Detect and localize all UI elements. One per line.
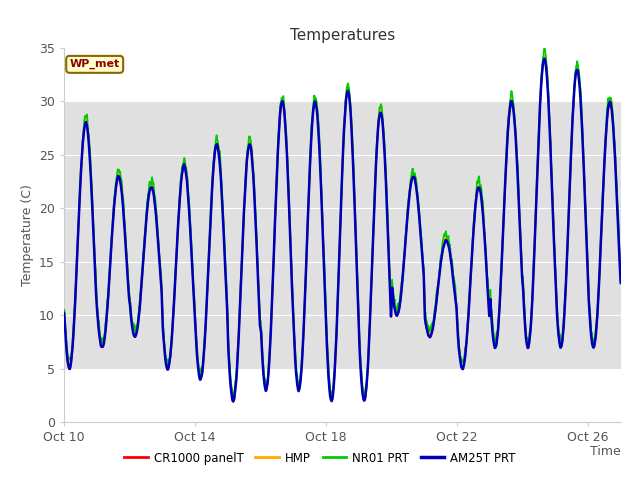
- NR01 PRT: [360, 396, 368, 401]
- NR01 PRT: [367, 305, 374, 311]
- AM25T PRT: [541, 56, 548, 61]
- HMP: [499, 231, 507, 237]
- CR1000 panelT: [227, 388, 235, 394]
- HMP: [104, 299, 111, 304]
- NR01 PRT: [180, 155, 188, 161]
- Legend: CR1000 panelT, HMP, NR01 PRT, AM25T PRT: CR1000 panelT, HMP, NR01 PRT, AM25T PRT: [120, 447, 520, 469]
- CR1000 panelT: [104, 303, 111, 309]
- CR1000 panelT: [617, 279, 625, 285]
- Text: Time: Time: [590, 445, 621, 458]
- HMP: [227, 384, 235, 390]
- Line: CR1000 panelT: CR1000 panelT: [64, 59, 621, 402]
- CR1000 panelT: [60, 310, 68, 315]
- Line: HMP: HMP: [64, 56, 621, 398]
- CR1000 panelT: [173, 247, 180, 253]
- HMP: [541, 53, 548, 59]
- Line: NR01 PRT: NR01 PRT: [64, 47, 621, 398]
- AM25T PRT: [499, 232, 507, 238]
- NR01 PRT: [227, 381, 235, 387]
- CR1000 panelT: [499, 235, 507, 240]
- AM25T PRT: [180, 161, 188, 167]
- HMP: [180, 158, 188, 164]
- AM25T PRT: [60, 310, 68, 316]
- CR1000 panelT: [328, 399, 335, 405]
- HMP: [173, 244, 180, 250]
- AM25T PRT: [230, 398, 237, 404]
- Line: AM25T PRT: AM25T PRT: [64, 59, 621, 401]
- HMP: [617, 277, 625, 283]
- Title: Temperatures: Temperatures: [290, 28, 395, 43]
- CR1000 panelT: [367, 313, 374, 319]
- AM25T PRT: [617, 280, 625, 286]
- NR01 PRT: [104, 296, 111, 302]
- HMP: [60, 309, 68, 315]
- NR01 PRT: [499, 229, 507, 235]
- Text: WP_met: WP_met: [70, 59, 120, 70]
- AM25T PRT: [227, 388, 235, 394]
- NR01 PRT: [60, 308, 68, 313]
- AM25T PRT: [173, 245, 180, 251]
- HMP: [367, 310, 374, 316]
- CR1000 panelT: [180, 164, 188, 170]
- AM25T PRT: [104, 302, 111, 308]
- CR1000 panelT: [541, 56, 548, 62]
- AM25T PRT: [367, 309, 374, 315]
- NR01 PRT: [173, 241, 180, 247]
- Y-axis label: Temperature (C): Temperature (C): [20, 184, 33, 286]
- NR01 PRT: [617, 275, 625, 281]
- Bar: [64, 101, 621, 369]
- NR01 PRT: [541, 44, 548, 49]
- HMP: [328, 396, 335, 401]
